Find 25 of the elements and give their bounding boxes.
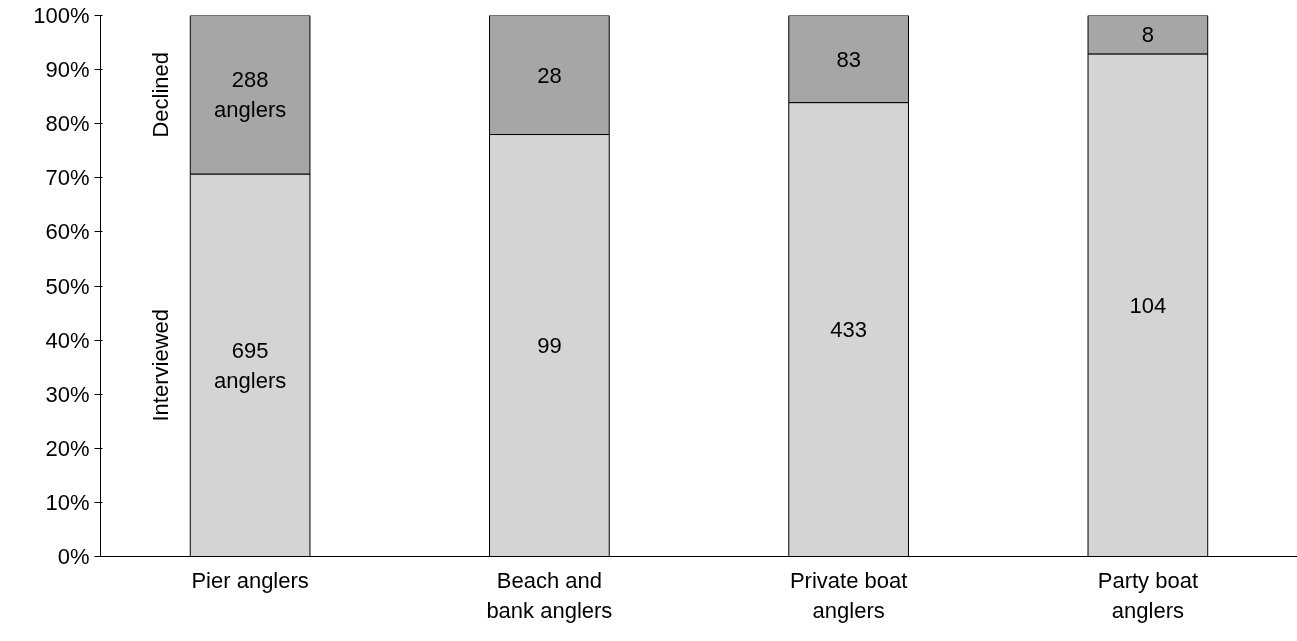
text: Declined (147, 51, 173, 138)
text: Interviewed (147, 308, 173, 422)
y-tick-label: 100% (33, 3, 90, 28)
y-tick-label: 0% (57, 544, 90, 569)
y-tick-label: 10% (45, 489, 90, 515)
y-tick-label: 80% (45, 111, 90, 137)
annotation: 695 anglers (214, 337, 287, 393)
y-tick-label: 20% (45, 435, 90, 461)
x-tick-label: Party boat anglers (1097, 567, 1199, 623)
y-tick-label: 60% (45, 219, 90, 245)
annotation: 99 (537, 333, 562, 359)
annotation: 288 anglers (214, 67, 287, 123)
annotation: 83 (836, 46, 861, 72)
x-tick-label: Pier anglers (191, 567, 309, 593)
annotation: 433 (830, 317, 867, 343)
annotation: 28 (537, 62, 562, 88)
x-tick-label: Beach and bank anglers (486, 567, 613, 623)
y-tick-label: 50% (45, 273, 90, 299)
y-tick-label: 90% (45, 57, 90, 83)
x-tick-label: Private boat anglers (789, 567, 908, 623)
annotation: 104 (1129, 292, 1167, 318)
y-tick-label: 40% (45, 327, 90, 353)
y-tick-label: 30% (45, 381, 90, 407)
y-tick-label: 70% (45, 165, 90, 191)
annotation: 8 (1141, 22, 1155, 48)
